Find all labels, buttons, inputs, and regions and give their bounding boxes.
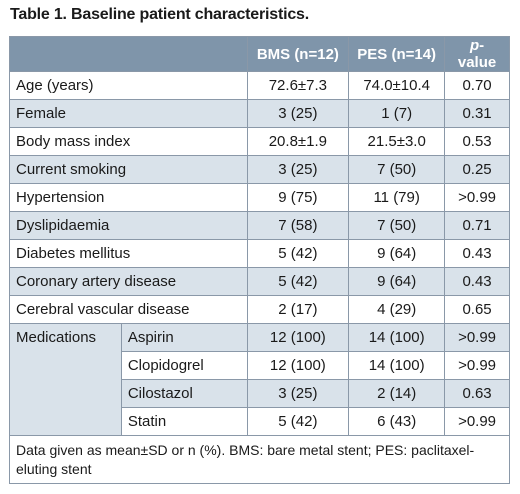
cell-pes: 9 (64) xyxy=(348,267,446,296)
row-label: Body mass index xyxy=(9,127,248,156)
row-label: Cilostazol xyxy=(120,379,248,408)
header-p-italic: p xyxy=(469,37,480,54)
cell-bms: 5 (42) xyxy=(246,407,350,436)
header-p-rest: -value xyxy=(457,37,497,71)
row-label: Cerebral vascular disease xyxy=(9,295,248,324)
cell-p: 0.71 xyxy=(444,211,510,240)
cell-bms: 72.6±7.3 xyxy=(246,71,350,100)
table-row: Clopidogrel 12 (100) 14 (100) >0.99 xyxy=(10,351,510,380)
cell-pes: 1 (7) xyxy=(348,99,446,128)
cell-p: >0.99 xyxy=(444,323,510,352)
cell-bms: 3 (25) xyxy=(246,379,350,408)
cell-pes: 7 (50) xyxy=(348,211,446,240)
cell-pes: 14 (100) xyxy=(348,323,446,352)
table-row: Cilostazol 3 (25) 2 (14) 0.63 xyxy=(10,379,510,408)
row-label: Age (years) xyxy=(9,71,248,100)
cell-p: 0.63 xyxy=(444,379,510,408)
cell-p: >0.99 xyxy=(444,183,510,212)
cell-p: 0.43 xyxy=(444,239,510,268)
cell-pes: 74.0±10.4 xyxy=(348,71,446,100)
cell-pes: 11 (79) xyxy=(348,183,446,212)
row-label: Coronary artery disease xyxy=(9,267,248,296)
medications-group-label: Medications xyxy=(9,323,122,436)
row-label: Diabetes mellitus xyxy=(9,239,248,268)
cell-p: 0.70 xyxy=(444,71,510,100)
cell-pes: 2 (14) xyxy=(348,379,446,408)
cell-pes: 9 (64) xyxy=(348,239,446,268)
cell-p: >0.99 xyxy=(444,407,510,436)
table-row: Medications Aspirin 12 (100) 14 (100) >0… xyxy=(9,323,510,436)
header-empty xyxy=(9,36,248,72)
table-row: Age (years) 72.6±7.3 74.0±10.4 0.70 xyxy=(9,71,510,100)
table-row: Current smoking 3 (25) 7 (50) 0.25 xyxy=(9,155,510,184)
cell-p: 0.53 xyxy=(444,127,510,156)
cell-pes: 14 (100) xyxy=(348,351,446,380)
cell-bms: 2 (17) xyxy=(246,295,350,324)
row-label: Hypertension xyxy=(9,183,248,212)
cell-bms: 3 (25) xyxy=(246,99,350,128)
table-row: Female 3 (25) 1 (7) 0.31 xyxy=(9,99,510,128)
cell-p: 0.31 xyxy=(444,99,510,128)
header-row: BMS (n=12) PES (n=14) p-value xyxy=(9,36,510,72)
cell-bms: 12 (100) xyxy=(246,323,350,352)
table-row: Hypertension 9 (75) 11 (79) >0.99 xyxy=(9,183,510,212)
cell-bms: 7 (58) xyxy=(246,211,350,240)
cell-p: >0.99 xyxy=(444,351,510,380)
row-label: Statin xyxy=(120,407,248,436)
cell-bms: 5 (42) xyxy=(246,239,350,268)
header-p-value: p-value xyxy=(444,36,510,72)
table-row: Statin 5 (42) 6 (43) >0.99 xyxy=(10,407,510,436)
table-footnote: Data given as mean±SD or n (%). BMS: bar… xyxy=(9,435,510,484)
header-pes: PES (n=14) xyxy=(348,36,446,72)
cell-pes: 6 (43) xyxy=(348,407,446,436)
cell-bms: 5 (42) xyxy=(246,267,350,296)
table-caption: Table 1. Baseline patient characteristic… xyxy=(10,6,309,23)
cell-pes: 4 (29) xyxy=(348,295,446,324)
header-bms: BMS (n=12) xyxy=(246,36,350,72)
table-row: Cerebral vascular disease 2 (17) 4 (29) … xyxy=(9,295,510,324)
cell-p: 0.65 xyxy=(444,295,510,324)
cell-p: 0.43 xyxy=(444,267,510,296)
cell-p: 0.25 xyxy=(444,155,510,184)
cell-bms: 20.8±1.9 xyxy=(246,127,350,156)
row-label: Current smoking xyxy=(9,155,248,184)
cell-bms: 12 (100) xyxy=(246,351,350,380)
cell-bms: 3 (25) xyxy=(246,155,350,184)
row-label: Female xyxy=(9,99,248,128)
cell-pes: 7 (50) xyxy=(348,155,446,184)
row-label: Clopidogrel xyxy=(120,351,248,380)
row-label: Dyslipidaemia xyxy=(9,211,248,240)
baseline-characteristics-table: BMS (n=12) PES (n=14) p-value Age (years… xyxy=(9,36,510,484)
cell-bms: 9 (75) xyxy=(246,183,350,212)
row-label: Aspirin xyxy=(120,323,248,352)
table-row: Dyslipidaemia 7 (58) 7 (50) 0.71 xyxy=(9,211,510,240)
table-row: Body mass index 20.8±1.9 21.5±3.0 0.53 xyxy=(9,127,510,156)
table-row: Diabetes mellitus 5 (42) 9 (64) 0.43 xyxy=(9,239,510,268)
table-row: Coronary artery disease 5 (42) 9 (64) 0.… xyxy=(9,267,510,296)
footnote-row: Data given as mean±SD or n (%). BMS: bar… xyxy=(9,435,510,484)
cell-pes: 21.5±3.0 xyxy=(348,127,446,156)
